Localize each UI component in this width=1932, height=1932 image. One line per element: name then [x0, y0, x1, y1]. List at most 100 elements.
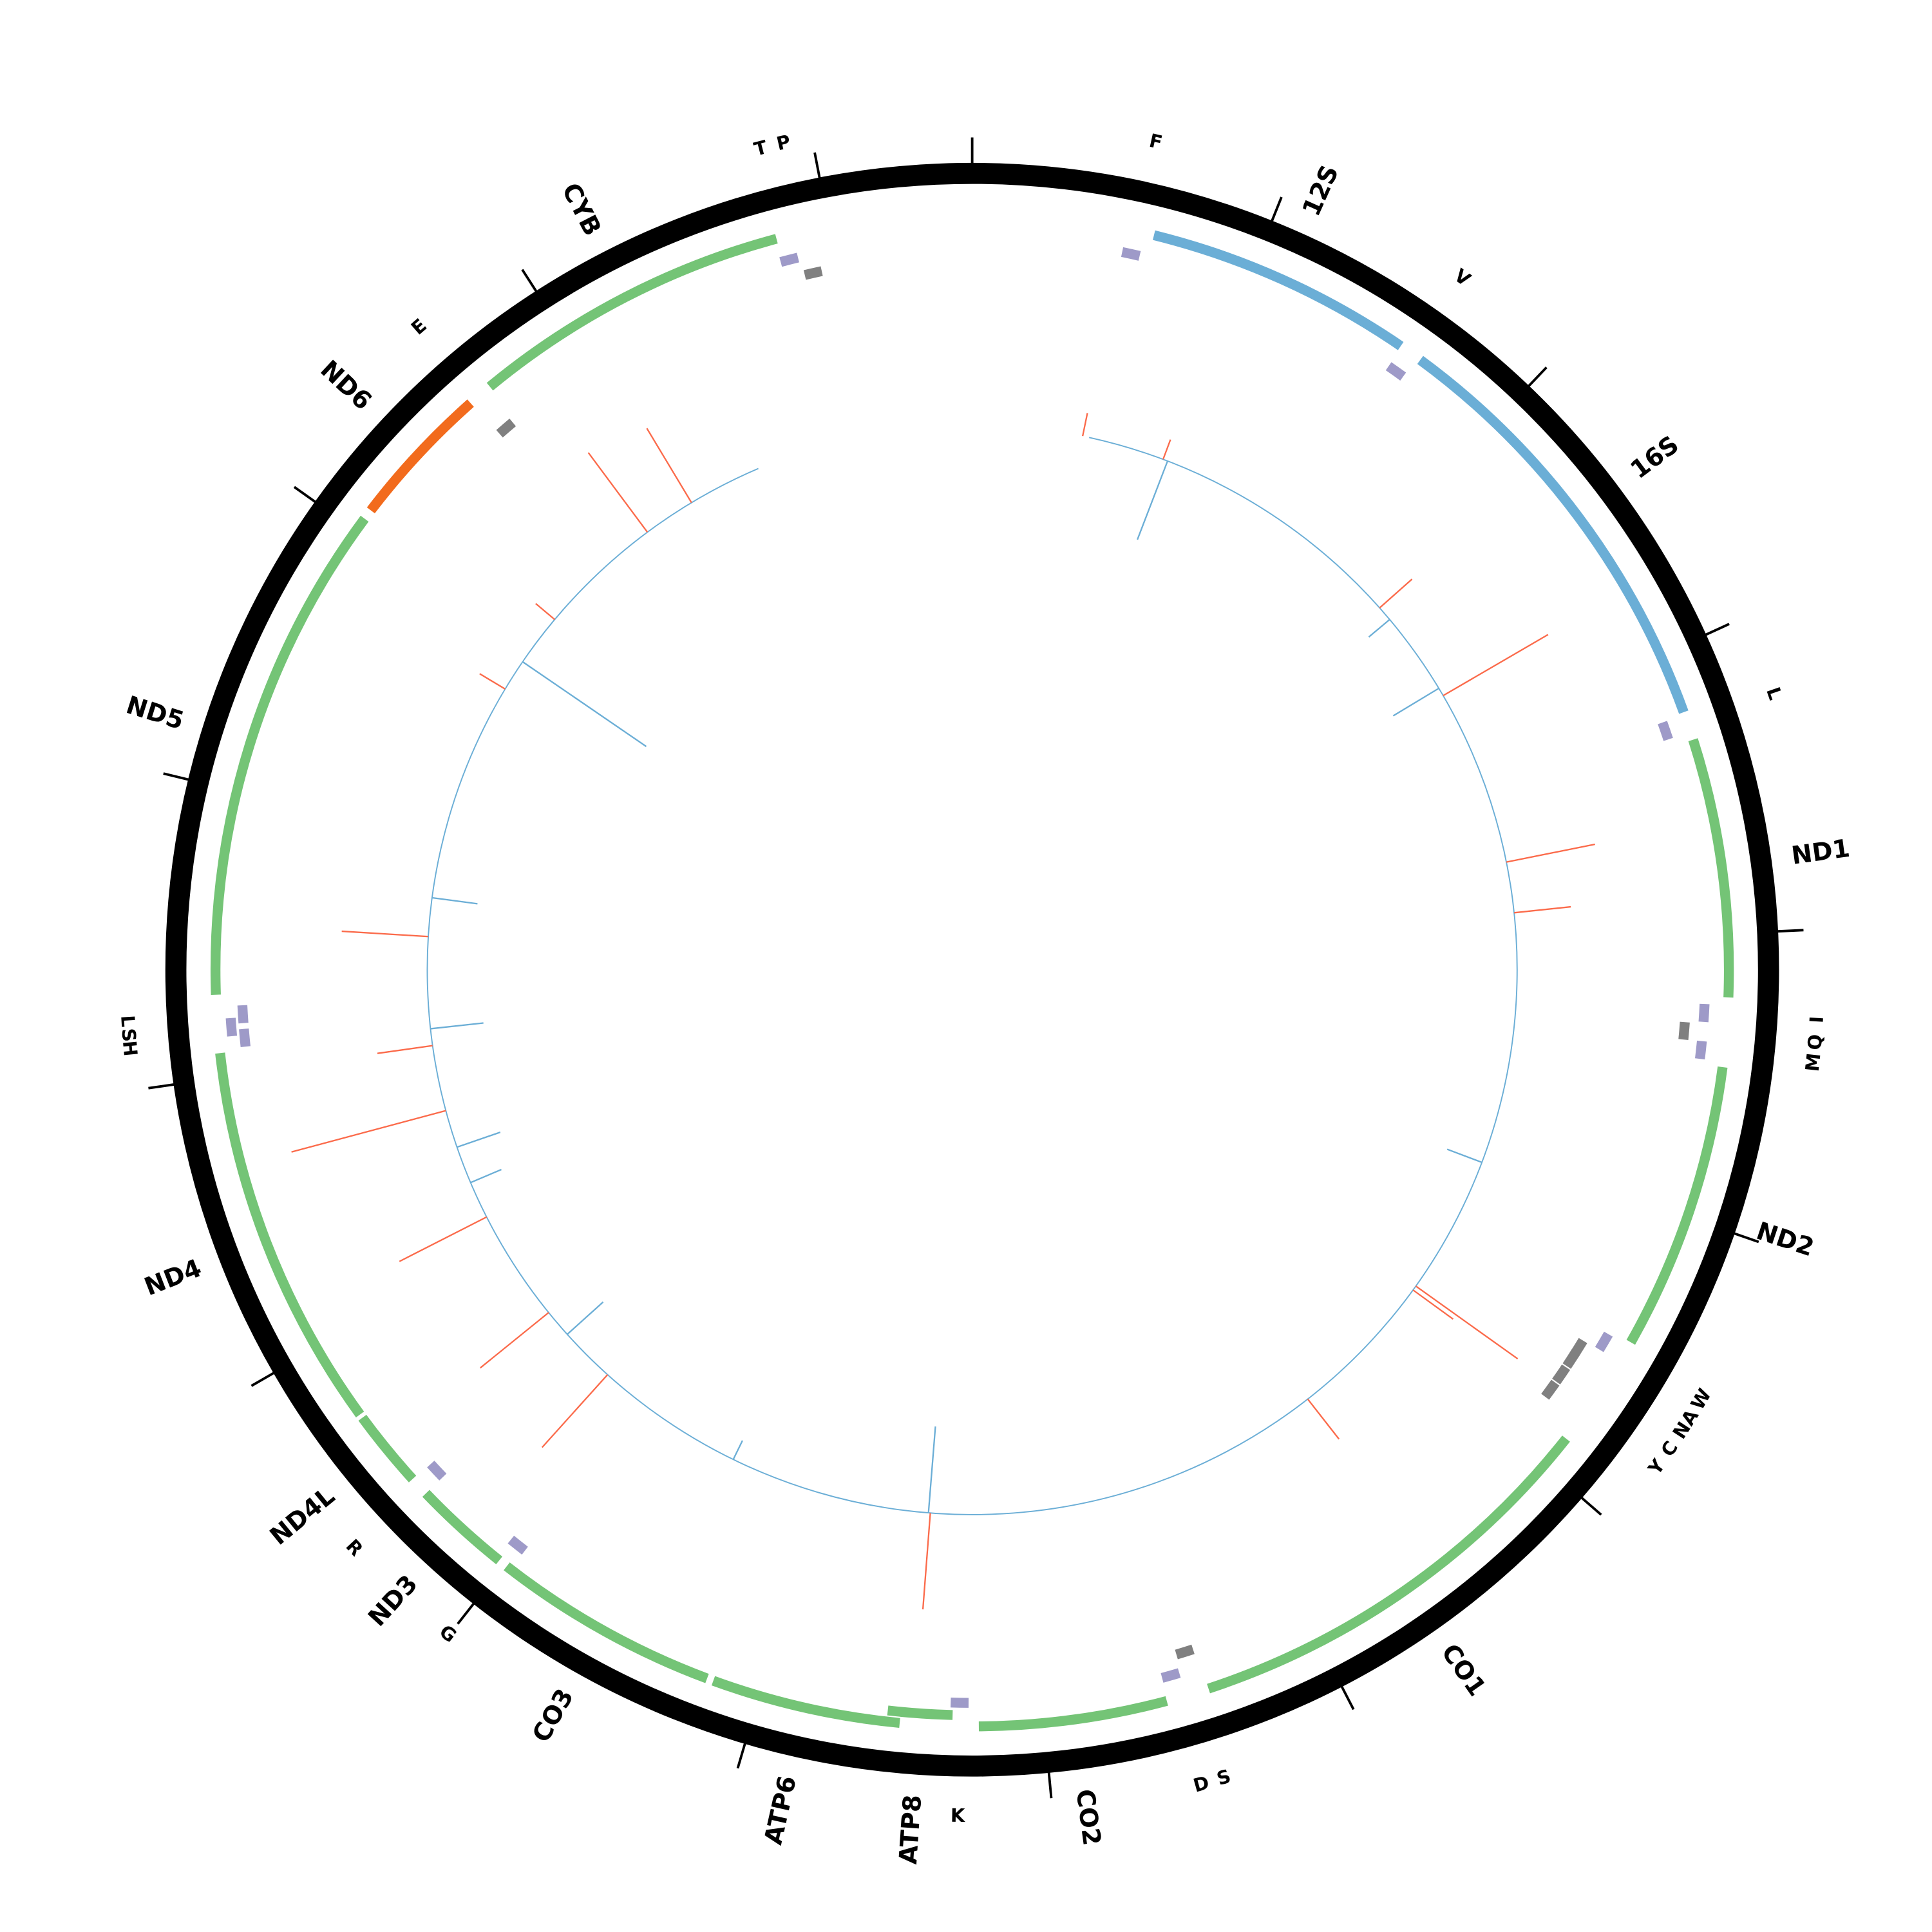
gene-arc-nd2	[1626, 1066, 1728, 1345]
gene-label: ND4	[140, 1254, 205, 1302]
trna-label: L	[117, 1015, 139, 1028]
signal-spike-negative	[430, 1022, 484, 1030]
tick-mark	[1047, 1772, 1053, 1799]
signal-spike-positive	[1514, 905, 1571, 914]
signal-spike-positive	[341, 930, 429, 938]
tick-mark	[1705, 623, 1730, 636]
backbone-circle	[165, 162, 1779, 1777]
signal-spike-positive	[1379, 578, 1413, 609]
signal-spike-negative	[1392, 687, 1439, 717]
trna-label: R	[341, 1535, 367, 1560]
signal-spike-positive	[479, 673, 506, 690]
trna-mark-s	[1175, 1644, 1195, 1660]
signal-spike-positive	[1081, 413, 1088, 437]
signal-spike-positive	[1415, 1285, 1519, 1359]
gene-label: CO2	[1070, 1788, 1106, 1848]
trna-mark-i	[1698, 1003, 1710, 1023]
trna-mark-q	[1678, 1021, 1690, 1040]
signal-spike-positive	[291, 1110, 446, 1153]
gene-arc-co2	[978, 1696, 1168, 1732]
signal-spike-positive	[587, 452, 649, 533]
trna-mark-h	[239, 1028, 251, 1048]
tick-mark	[293, 486, 316, 504]
gene-arc-nd5	[210, 515, 369, 995]
gene-label: ND6	[315, 355, 377, 416]
tick-mark	[813, 152, 821, 178]
gene-label: ATP8	[894, 1794, 927, 1866]
tick-mark	[521, 269, 538, 292]
trna-label: H	[118, 1040, 142, 1057]
signal-spike-positive	[535, 603, 556, 620]
trna-mark-n	[1562, 1349, 1581, 1369]
signal-spike-positive	[646, 428, 692, 504]
tick-marks	[148, 137, 1804, 1799]
signal-spike-negative	[1368, 619, 1390, 638]
signal-spike-positive	[1506, 843, 1595, 863]
trna-label: D	[1191, 1771, 1211, 1796]
tick-mark	[163, 772, 189, 781]
signal-spike-negative	[927, 1426, 936, 1513]
tick-mark	[251, 1372, 275, 1387]
trna-mark-g	[507, 1535, 528, 1555]
signal-baseline	[426, 437, 1518, 1515]
gene-arc-nd3	[422, 1490, 503, 1564]
trna-label: G	[435, 1620, 461, 1647]
backbone-ring	[165, 162, 1779, 1777]
signal-spike-positive	[922, 1513, 931, 1610]
gene-label: CO3	[527, 1684, 580, 1747]
gene-arc-co3	[504, 1562, 709, 1683]
signal-spike-positive	[1412, 1289, 1454, 1320]
tick-mark	[1528, 366, 1548, 388]
trna-mark-t	[779, 252, 799, 267]
gene-label: CYB	[556, 178, 607, 241]
signal-spike-positive	[399, 1216, 488, 1262]
gene-label: ND5	[123, 690, 187, 735]
trna-mark-r	[427, 1461, 447, 1481]
tick-mark	[736, 1743, 746, 1769]
trna-label: Y	[1643, 1454, 1670, 1479]
signal-spike-negative	[431, 896, 478, 905]
trna-mark-l	[237, 1005, 249, 1024]
trna-label: C	[1656, 1437, 1682, 1461]
gene-arc-nd6	[366, 399, 474, 514]
trna-label: M	[1801, 1052, 1825, 1072]
trna-mark-e	[496, 419, 516, 438]
signal-track	[291, 413, 1595, 1610]
trna-label: V	[1450, 264, 1475, 290]
signal-spike-positive	[1162, 439, 1171, 460]
signal-spike-negative	[1446, 1148, 1482, 1164]
signal-spike-negative	[567, 1301, 604, 1335]
trna-label: F	[1147, 129, 1164, 153]
gene-arc-co1	[1207, 1435, 1570, 1694]
gene-label: ND4L	[265, 1482, 341, 1551]
gene-label: CO1	[1435, 1639, 1492, 1702]
trna-mark-s	[225, 1018, 238, 1037]
trna-mark-f	[1121, 247, 1141, 261]
gene-label: ND2	[1753, 1217, 1817, 1262]
gene-arc-12s	[1152, 230, 1404, 350]
trna-mark-p	[803, 266, 823, 280]
trna-mark-y	[1541, 1379, 1560, 1400]
gene-arc-atp6	[711, 1676, 900, 1728]
tick-mark	[457, 1602, 475, 1625]
trna-label: T	[752, 136, 770, 160]
tick-mark	[148, 1083, 175, 1090]
gene-arc-nd4l	[358, 1414, 417, 1482]
gene-track	[210, 230, 1734, 1732]
signal-spike-positive	[377, 1045, 433, 1054]
signal-spike-negative	[1137, 460, 1169, 540]
trna-mark-c	[1552, 1364, 1571, 1385]
tick-mark	[1734, 1232, 1759, 1244]
trna-mark-w	[1595, 1331, 1613, 1352]
signal-spike-negative	[732, 1440, 743, 1460]
gene-label: ND3	[363, 1569, 424, 1632]
trna-label: S	[1214, 1765, 1233, 1790]
signal-spike-negative	[522, 661, 647, 748]
gene-arc-16s	[1417, 355, 1689, 714]
trna-mark-m	[1694, 1040, 1707, 1060]
signal-spike-negative	[470, 1168, 502, 1184]
tick-mark	[1580, 1497, 1602, 1516]
signal-spike-negative	[457, 1132, 501, 1148]
